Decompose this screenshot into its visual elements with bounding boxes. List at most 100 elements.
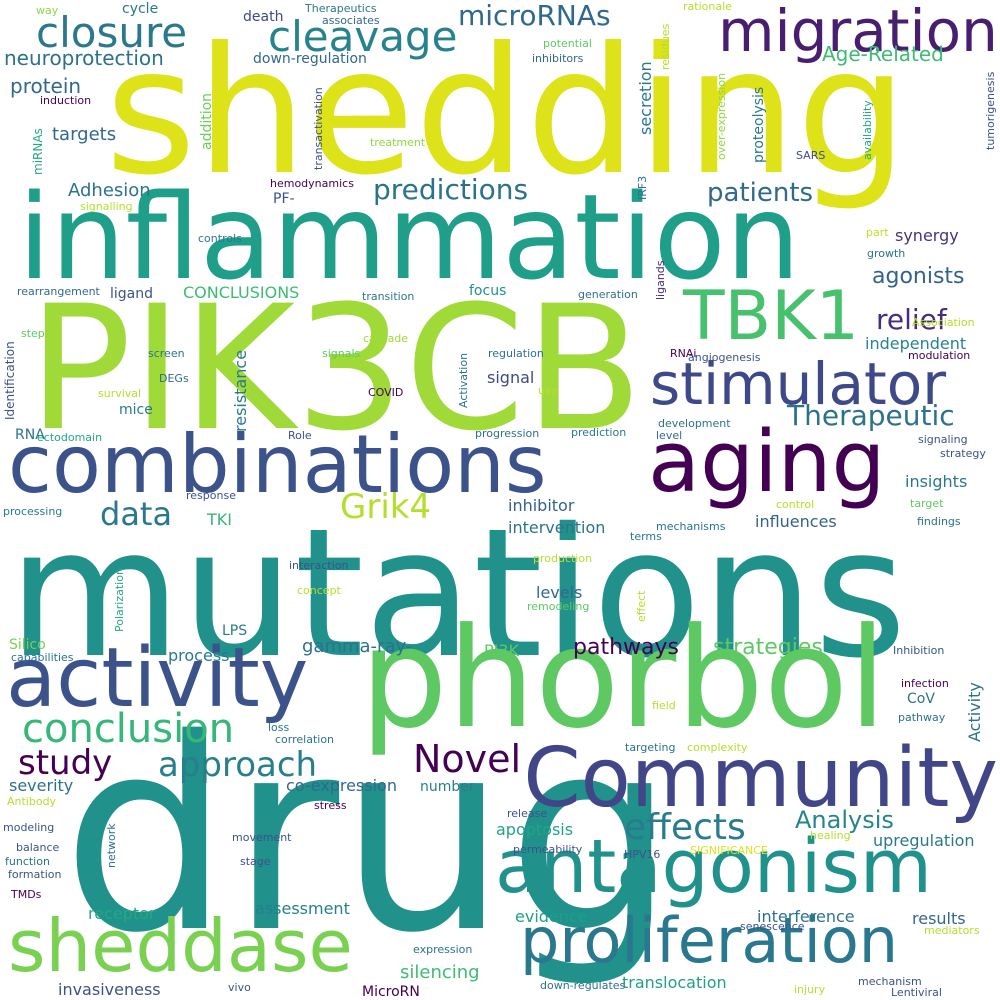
word-upregulation: upregulation [873,831,975,850]
word-cycle: cycle [122,1,159,17]
word-conclusion: conclusion [22,706,235,752]
word-transition: transition [362,290,415,303]
word-findings: findings [917,515,961,528]
word-activity: activity [6,631,309,726]
word-aging: aging [648,413,886,512]
word-gamma-ray: gamma-ray- [302,636,413,657]
word-proliferation: proliferation [520,904,899,977]
word-signals: signals [322,347,361,360]
word-level: level [656,429,683,442]
word-neuroprotection: neuroprotection [4,46,164,70]
word-irf3: IRF3 [636,175,649,200]
word-micrornas: microRNAs [458,0,611,32]
word-targeting: targeting [625,741,676,754]
word-polarization: Polarization [113,568,126,632]
word-activation: Activation [457,352,470,408]
word-ligand: ligand [110,286,154,302]
word-strategies: strategies [713,635,823,660]
word-modeling: modeling [3,821,55,834]
word-cleavage: cleavage [268,12,458,61]
word-lentiviral: Lentiviral [891,986,942,999]
word-tumorigenesis: tumorigenesis [984,71,997,150]
word-network: network [105,823,118,868]
word-lps: LPS [222,623,248,639]
word-approach: approach [158,745,318,785]
word-association: Association [912,316,975,329]
word-death: death [243,9,284,25]
word-down-regulation: down-regulation [253,51,367,67]
word-co-expression: co-expression [286,776,397,795]
word-significance: SIGNIFICANCE [690,844,768,857]
word-antibody: Antibody [7,795,57,808]
word-mechanism: mechanism [858,975,922,988]
word-results: results [912,909,966,928]
word-translocation: translocation [622,973,727,992]
word-regulation: regulation [488,347,544,360]
word-over-expression: over-expression [715,72,728,160]
word-proteolysis: proteolysis [751,86,767,163]
word-strategy: strategy [940,447,986,460]
word-mediators: mediators [924,924,980,937]
word-infection: infection [901,677,949,690]
word-predictions: predictions [373,173,529,206]
word-role: Role [288,429,312,442]
word-degs: DEGs [159,372,189,385]
word-inhibitors: inhibitors [532,52,584,65]
word-complexity: complexity [687,741,748,754]
word-effects: effects [624,807,746,848]
word-healing: healing [810,829,851,842]
word-senescence: senescence [740,920,805,933]
word-analysis: Analysis [795,806,894,834]
word-response: response [186,489,236,502]
word-phorbol: phorbol [360,598,887,759]
word-silico: Silico [9,637,46,653]
word-synergy: synergy [895,226,959,245]
word-correlation: correlation [275,733,335,746]
word-induction: induction [40,94,92,107]
word-mirnas: miRNAs [31,128,45,175]
word-number: number [420,779,475,795]
word-rearrangement: rearrangement [17,285,100,298]
word-levels: levels [536,583,583,602]
word-availability: availability [861,100,874,160]
word-patients: patients [707,178,814,208]
word-screen: screen [148,347,185,360]
word-intervention: intervention [508,518,606,537]
word-identification: Identification [3,341,17,420]
word-process: process [168,646,230,665]
word-effect: effect [635,590,648,622]
word-controls: controls [198,232,242,245]
word-relief: relief [876,303,947,336]
word-signaling: signaling [918,433,968,446]
word-tbk1: TBK1 [683,277,860,356]
word-pathway: pathway [898,711,946,724]
word-combinations: combinations [8,418,547,511]
word-development: development [658,417,731,430]
word-expression: expression [413,943,473,956]
word-rationale: rationale [683,0,732,13]
word-tki: TKI [207,510,232,529]
word-receptor: receptor [88,904,156,923]
word-production: production [533,552,593,565]
word-movement: movement [232,831,292,844]
word-signalling: signalling [80,200,133,213]
word-field: field [652,699,676,712]
word-mechanisms: mechanisms [656,520,726,533]
word-concept: concept [297,584,341,597]
word-pf: PF- [273,191,295,207]
word-sars: SARS [796,149,826,162]
word-secretion: secretion [636,61,655,135]
word-silencing: silencing [400,962,480,983]
word-generation: generation [578,288,638,301]
word-study: study [18,743,113,783]
word-shedding: shedding [105,11,908,214]
word-way: way [36,4,59,17]
word-target: target [910,497,944,510]
word-interference: interference [757,907,855,926]
word-part: part [866,226,889,239]
word-pathways: pathways [573,635,679,660]
word-associates: associates [322,14,380,27]
word-inhibition: Inhibition [893,644,945,657]
word-novel: Novel [413,737,522,781]
